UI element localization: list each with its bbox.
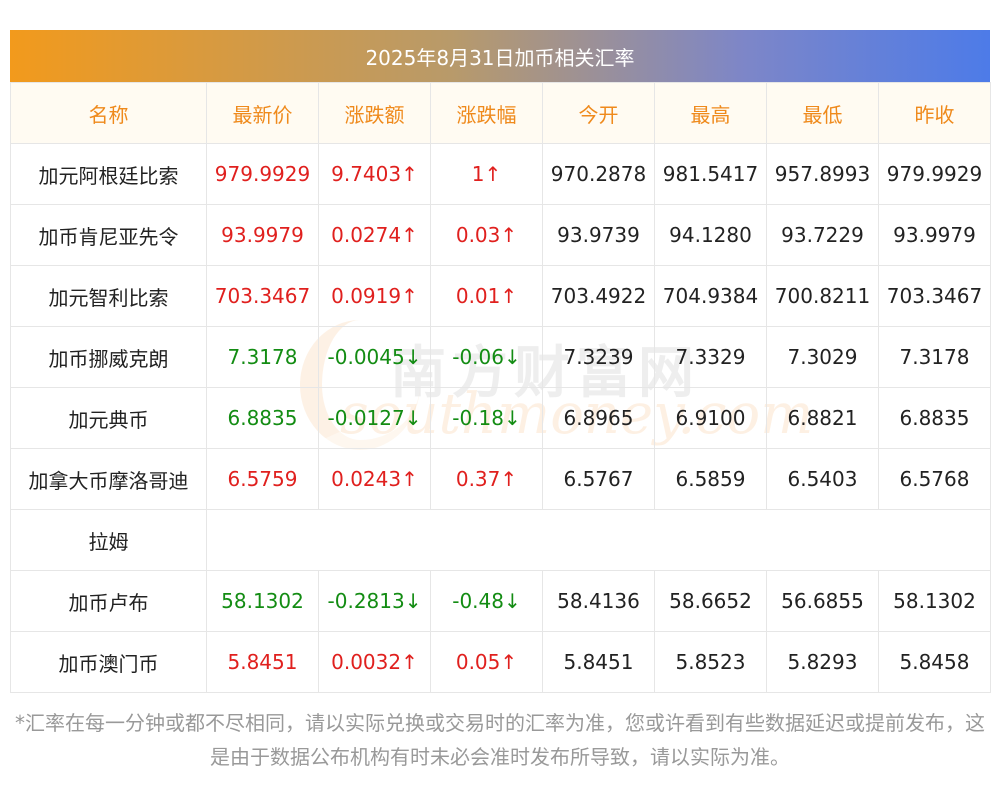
change-amount: 0.0243↑ <box>318 448 431 510</box>
prev-close: 703.3467 <box>878 265 991 327</box>
currency-name: 加币卢布 <box>10 570 207 632</box>
change-amount: -0.0127↓ <box>318 387 431 449</box>
low-price: 5.8293 <box>766 631 879 693</box>
table-row: 加元阿根廷比索 979.9929 9.7403↑ 1↑ 970.2878 981… <box>10 143 991 205</box>
low-price: 93.7229 <box>766 204 879 266</box>
low-price: 6.5403 <box>766 448 879 510</box>
header-name: 名称 <box>10 82 207 144</box>
change-amount: 9.7403↑ <box>318 143 431 205</box>
latest-price: 703.3467 <box>206 265 319 327</box>
high-price: 981.5417 <box>654 143 767 205</box>
latest-price: 7.3178 <box>206 326 319 388</box>
latest-price: 6.8835 <box>206 387 319 449</box>
header-latest: 最新价 <box>206 82 319 144</box>
change-percent: -0.48↓ <box>430 570 543 632</box>
low-price: 6.8821 <box>766 387 879 449</box>
change-amount: 0.0032↑ <box>318 631 431 693</box>
table-row: 加币澳门币 5.8451 0.0032↑ 0.05↑ 5.8451 5.8523… <box>10 631 991 693</box>
prev-close: 58.1302 <box>878 570 991 632</box>
high-price: 7.3329 <box>654 326 767 388</box>
change-amount: -0.0045↓ <box>318 326 431 388</box>
high-price: 704.9384 <box>654 265 767 327</box>
open-price: 93.9739 <box>542 204 655 266</box>
prev-close: 7.3178 <box>878 326 991 388</box>
prev-close: 979.9929 <box>878 143 991 205</box>
low-price: 7.3029 <box>766 326 879 388</box>
table-row: 加拿大币摩洛哥迪 6.5759 0.0243↑ 0.37↑ 6.5767 6.5… <box>10 448 991 510</box>
change-percent: -0.18↓ <box>430 387 543 449</box>
currency-name: 加拿大币摩洛哥迪 <box>10 448 207 510</box>
latest-price: 6.5759 <box>206 448 319 510</box>
high-price: 6.5859 <box>654 448 767 510</box>
high-price: 5.8523 <box>654 631 767 693</box>
change-percent: 0.03↑ <box>430 204 543 266</box>
prev-close: 6.8835 <box>878 387 991 449</box>
header-low: 最低 <box>766 82 879 144</box>
change-percent: 0.05↑ <box>430 631 543 693</box>
prev-close: 93.9979 <box>878 204 991 266</box>
table-title: 2025年8月31日加币相关汇率 <box>10 30 990 82</box>
prev-close: 5.8458 <box>878 631 991 693</box>
low-price: 56.6855 <box>766 570 879 632</box>
prev-close: 6.5768 <box>878 448 991 510</box>
table-row: 加币挪威克朗 7.3178 -0.0045↓ -0.06↓ 7.3239 7.3… <box>10 326 991 388</box>
low-price: 957.8993 <box>766 143 879 205</box>
table-row: 加币肯尼亚先令 93.9979 0.0274↑ 0.03↑ 93.9739 94… <box>10 204 991 266</box>
currency-name: 加元典币 <box>10 387 207 449</box>
currency-name: 加币挪威克朗 <box>10 326 207 388</box>
change-percent: 1↑ <box>430 143 543 205</box>
low-price: 700.8211 <box>766 265 879 327</box>
open-price: 6.5767 <box>542 448 655 510</box>
open-price: 703.4922 <box>542 265 655 327</box>
high-price: 58.6652 <box>654 570 767 632</box>
header-prev-close: 昨收 <box>878 82 991 144</box>
open-price: 6.8965 <box>542 387 655 449</box>
latest-price: 979.9929 <box>206 143 319 205</box>
latest-price: 93.9979 <box>206 204 319 266</box>
exchange-rate-table: 名称 最新价 涨跌额 涨跌幅 今开 最高 最低 昨收 加元阿根廷比索 979.9… <box>10 82 991 693</box>
change-percent: -0.06↓ <box>430 326 543 388</box>
table-row: 加元智利比索 703.3467 0.0919↑ 0.01↑ 703.4922 7… <box>10 265 991 327</box>
currency-name: 加元阿根廷比索 <box>10 143 207 205</box>
header-change: 涨跌额 <box>318 82 431 144</box>
disclaimer-footnote: *汇率在每一分钟或都不尽相同，请以实际兑换或交易时的汇率为准，您或许看到有些数据… <box>15 711 985 769</box>
table-row: 加币卢布 58.1302 -0.2813↓ -0.48↓ 58.4136 58.… <box>10 570 991 632</box>
open-price: 58.4136 <box>542 570 655 632</box>
table-header-row: 名称 最新价 涨跌额 涨跌幅 今开 最高 最低 昨收 <box>10 82 991 144</box>
latest-price: 5.8451 <box>206 631 319 693</box>
header-change-pct: 涨跌幅 <box>430 82 543 144</box>
header-open: 今开 <box>542 82 655 144</box>
table-row: 加元典币 6.8835 -0.0127↓ -0.18↓ 6.8965 6.910… <box>10 387 991 449</box>
latest-price: 58.1302 <box>206 570 319 632</box>
open-price: 5.8451 <box>542 631 655 693</box>
header-high: 最高 <box>654 82 767 144</box>
open-price: 970.2878 <box>542 143 655 205</box>
currency-name: 加币澳门币 <box>10 631 207 693</box>
currency-name: 加币肯尼亚先令 <box>10 204 207 266</box>
table-row-continuation: 拉姆 <box>10 509 991 571</box>
currency-name: 加元智利比索 <box>10 265 207 327</box>
open-price: 7.3239 <box>542 326 655 388</box>
change-percent: 0.37↑ <box>430 448 543 510</box>
empty-cell <box>206 509 991 571</box>
high-price: 6.9100 <box>654 387 767 449</box>
currency-name: 拉姆 <box>10 509 207 571</box>
change-amount: -0.2813↓ <box>318 570 431 632</box>
change-amount: 0.0919↑ <box>318 265 431 327</box>
high-price: 94.1280 <box>654 204 767 266</box>
change-amount: 0.0274↑ <box>318 204 431 266</box>
change-percent: 0.01↑ <box>430 265 543 327</box>
